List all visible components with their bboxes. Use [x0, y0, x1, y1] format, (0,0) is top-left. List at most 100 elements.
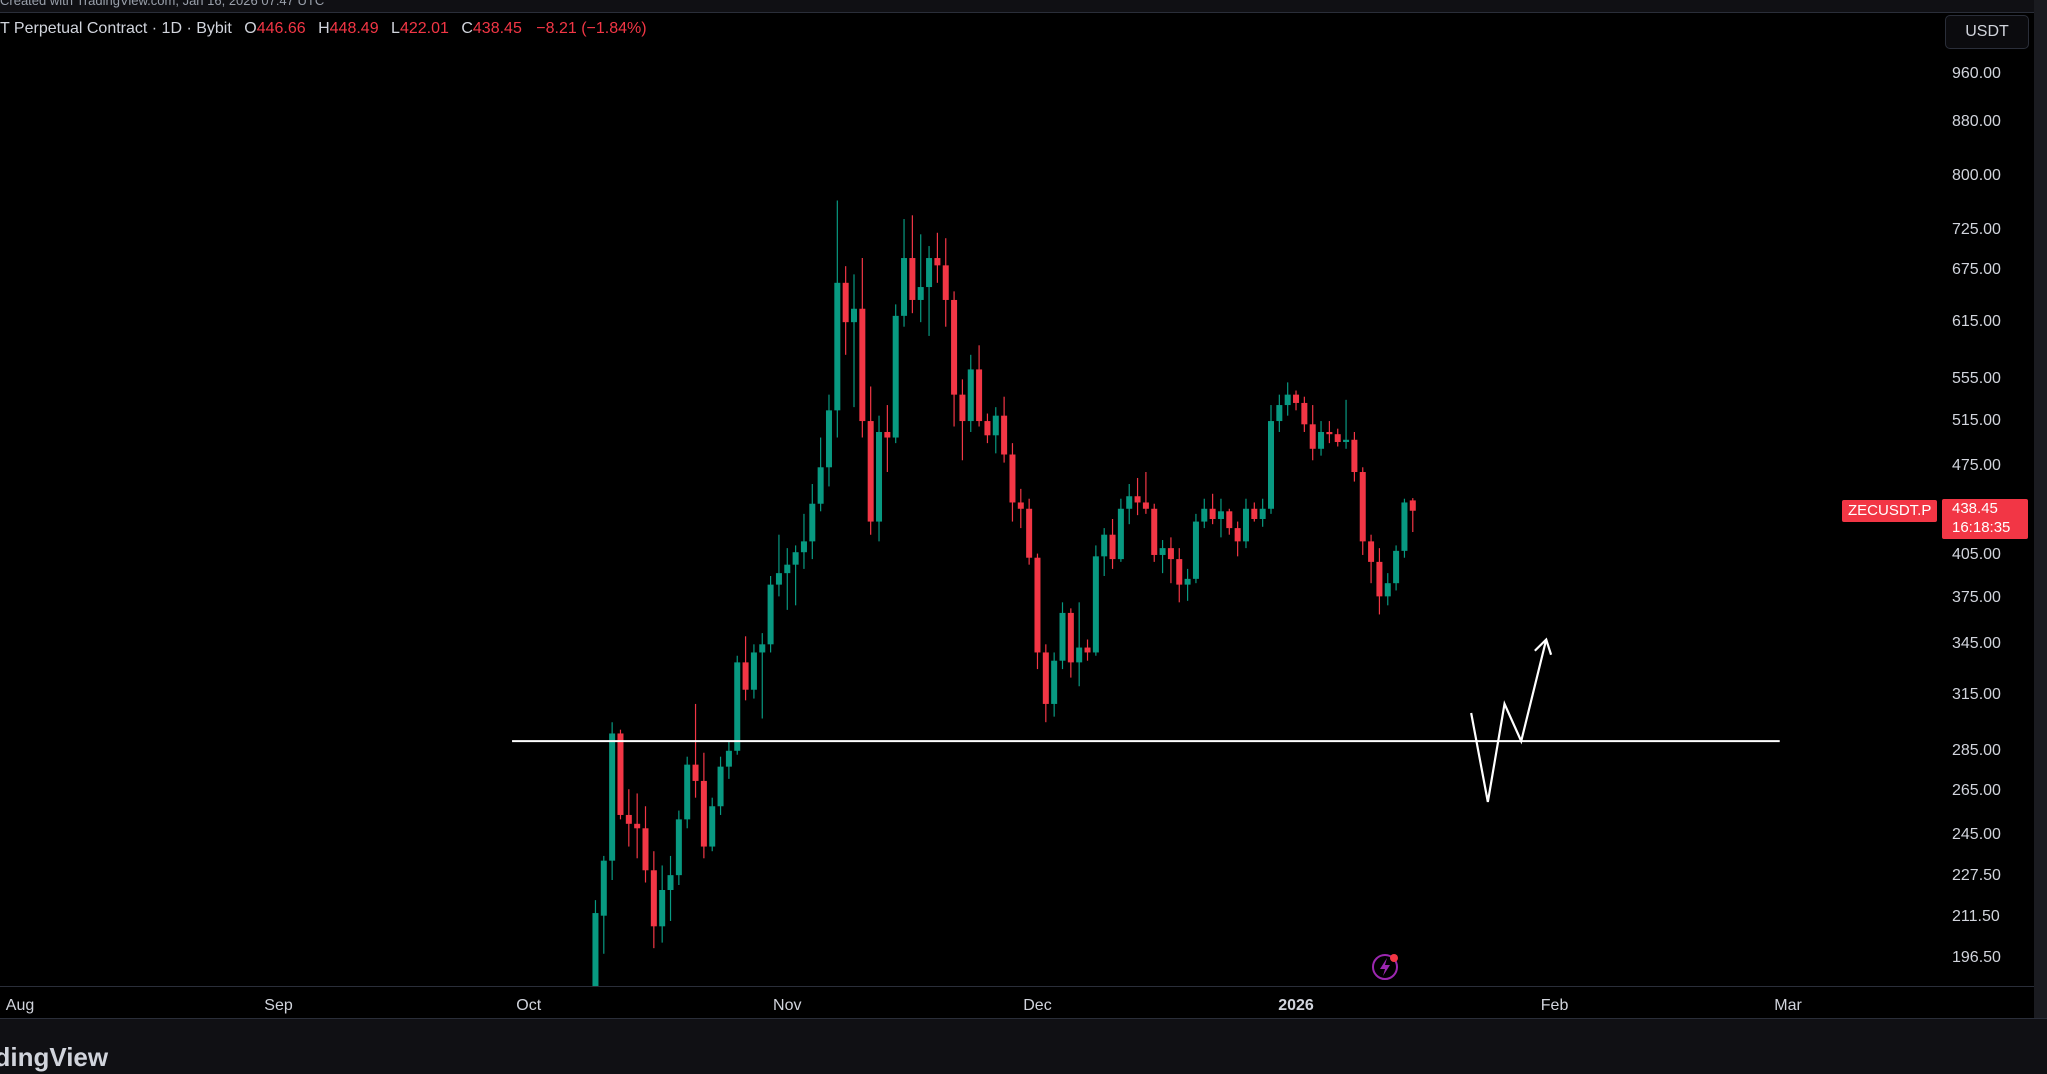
currency-button[interactable]: USDT: [1945, 15, 2029, 49]
candle-body[interactable]: [901, 258, 908, 316]
candle-body[interactable]: [1109, 534, 1116, 560]
candle-body[interactable]: [909, 258, 916, 300]
candle-body[interactable]: [742, 662, 749, 690]
candle-body[interactable]: [1001, 415, 1008, 455]
candle-body[interactable]: [926, 258, 933, 288]
candle-body[interactable]: [976, 369, 983, 422]
candle-body[interactable]: [851, 308, 857, 323]
candle-body[interactable]: [659, 890, 666, 927]
candle-body[interactable]: [1301, 402, 1308, 425]
candle-body[interactable]: [876, 431, 883, 522]
candle-body[interactable]: [1284, 394, 1291, 406]
candle-body[interactable]: [817, 467, 824, 504]
candle-body[interactable]: [1334, 434, 1341, 443]
candlestick-chart[interactable]: [0, 0, 2034, 986]
candle-body[interactable]: [1326, 431, 1333, 435]
candle-body[interactable]: [1318, 431, 1325, 449]
candle-body[interactable]: [1159, 548, 1166, 555]
candle-body[interactable]: [700, 780, 707, 847]
candle-body[interactable]: [767, 584, 774, 645]
candle-body[interactable]: [1393, 550, 1400, 584]
candle-body[interactable]: [1309, 424, 1316, 449]
candle-body[interactable]: [1076, 647, 1083, 663]
candle-body[interactable]: [1201, 508, 1208, 522]
candle-body[interactable]: [750, 652, 757, 690]
candle-body[interactable]: [1234, 528, 1241, 542]
candle-body[interactable]: [784, 564, 791, 574]
candle-body[interactable]: [1259, 508, 1266, 519]
candle-body[interactable]: [917, 287, 924, 300]
candle-body[interactable]: [725, 750, 732, 767]
candle-body[interactable]: [951, 299, 958, 395]
candle-body[interactable]: [634, 823, 641, 829]
candle-body[interactable]: [617, 733, 624, 815]
candle-body[interactable]: [717, 766, 724, 807]
candle-body[interactable]: [1084, 647, 1091, 653]
candle-body[interactable]: [1026, 508, 1033, 558]
candle-body[interactable]: [1059, 612, 1066, 661]
candle-body[interactable]: [1351, 439, 1358, 473]
candle-body[interactable]: [1067, 612, 1074, 663]
candle-body[interactable]: [984, 421, 991, 436]
candle-body[interactable]: [1276, 405, 1283, 422]
candle-body[interactable]: [1242, 508, 1249, 542]
candle-body[interactable]: [1401, 502, 1408, 551]
candle-body[interactable]: [1343, 439, 1350, 443]
candle-body[interactable]: [1151, 508, 1158, 555]
candle-body[interactable]: [800, 541, 807, 553]
candle-body[interactable]: [1034, 557, 1041, 653]
candle-body[interactable]: [675, 819, 682, 876]
candle-body[interactable]: [667, 875, 674, 891]
candle-body[interactable]: [884, 431, 891, 438]
candle-body[interactable]: [959, 394, 966, 422]
candle-body[interactable]: [1409, 500, 1416, 511]
candle-body[interactable]: [842, 282, 849, 323]
candle-body[interactable]: [642, 828, 649, 871]
candle-body[interactable]: [1176, 559, 1183, 585]
candle-body[interactable]: [592, 913, 599, 986]
candle-body[interactable]: [1142, 502, 1149, 509]
candle-body[interactable]: [1092, 556, 1099, 653]
price-axis[interactable]: 960.00 880.00 800.00 725.00 675.00 615.00 555.…: [1940, 0, 2034, 1018]
candle-body[interactable]: [1134, 496, 1141, 503]
candle-body[interactable]: [1209, 508, 1216, 519]
candle-body[interactable]: [1009, 454, 1016, 503]
candle-body[interactable]: [934, 258, 941, 266]
candle-body[interactable]: [1117, 508, 1124, 560]
projection-path[interactable]: [1470, 639, 1548, 803]
time-axis[interactable]: Aug Sep Oct Nov Dec 2026 Feb Mar: [0, 986, 2034, 1019]
candle-body[interactable]: [692, 764, 699, 781]
lightning-icon[interactable]: [1370, 950, 1402, 982]
candle-body[interactable]: [759, 644, 766, 653]
candle-body[interactable]: [625, 814, 632, 824]
candle-body[interactable]: [992, 415, 999, 436]
candle-body[interactable]: [1368, 541, 1375, 562]
candle-body[interactable]: [1126, 496, 1133, 509]
candle-body[interactable]: [1268, 421, 1274, 509]
candle-body[interactable]: [609, 733, 616, 861]
candle-body[interactable]: [1101, 534, 1108, 557]
candle-body[interactable]: [1192, 521, 1199, 579]
candle-body[interactable]: [892, 315, 899, 438]
candle-body[interactable]: [1017, 502, 1024, 509]
candle-body[interactable]: [1376, 561, 1383, 597]
candle-body[interactable]: [1359, 472, 1366, 542]
candle-body[interactable]: [809, 503, 816, 542]
candle-body[interactable]: [859, 308, 866, 422]
candle-body[interactable]: [1384, 583, 1391, 597]
candle-body[interactable]: [1217, 511, 1224, 519]
candle-body[interactable]: [684, 764, 691, 820]
candle-body[interactable]: [775, 573, 782, 585]
candle-body[interactable]: [792, 552, 799, 565]
candle-body[interactable]: [1167, 548, 1174, 560]
candle-body[interactable]: [967, 369, 974, 422]
candle-body[interactable]: [734, 662, 741, 751]
candle-body[interactable]: [1251, 508, 1258, 519]
candle-body[interactable]: [650, 870, 657, 927]
candle-body[interactable]: [709, 806, 716, 847]
candle-body[interactable]: [834, 282, 841, 411]
candle-body[interactable]: [825, 410, 832, 468]
candle-body[interactable]: [942, 265, 949, 300]
candle-body[interactable]: [1226, 511, 1233, 529]
candle-body[interactable]: [1051, 660, 1058, 704]
